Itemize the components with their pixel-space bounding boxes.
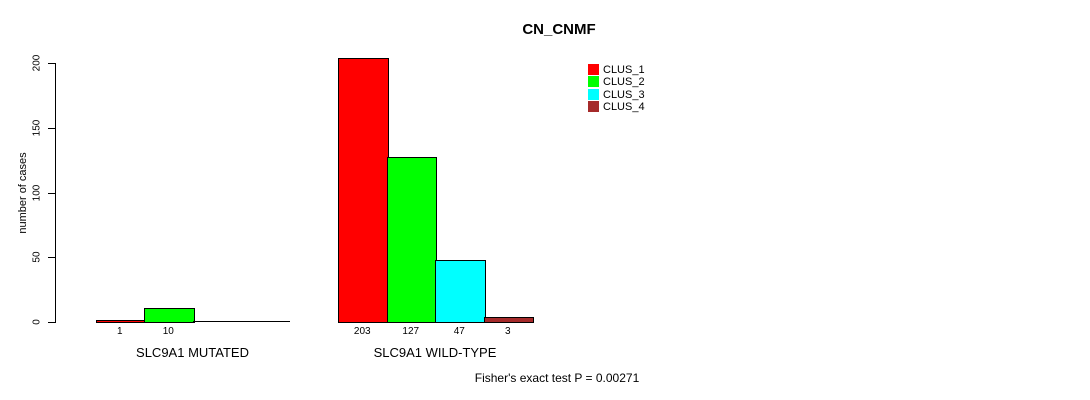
y-tick-mark [48, 322, 55, 323]
bar-clus_1-group1 [95, 319, 146, 323]
legend-label: CLUS_4 [603, 101, 645, 114]
legend-label: CLUS_3 [603, 88, 645, 101]
chart-title: CN_CNMF [522, 21, 596, 38]
y-axis-line [55, 63, 56, 323]
bar-clus_4-group1 [241, 321, 290, 322]
bar-clus_3-group2 [435, 260, 486, 323]
legend-swatch-icon [588, 64, 599, 75]
bar-clus_3-group1 [192, 321, 241, 322]
legend-label: CLUS_2 [603, 76, 645, 89]
y-tick-label: 0 [31, 319, 43, 325]
bar-count-label: 1 [116, 326, 123, 337]
bar-count-label: 127 [402, 326, 420, 337]
y-tick-mark [48, 63, 55, 64]
y-tick-mark [48, 257, 55, 259]
legend-label: CLUS_1 [603, 64, 645, 76]
legend-swatch-icon [588, 88, 599, 100]
y-tick-label: 50 [31, 251, 43, 263]
y-tick-mark [48, 192, 55, 194]
y-tick-label: 200 [31, 54, 43, 72]
bar-clus_2-group1 [144, 308, 195, 323]
category-label-mutated: SLC9A1 MUTATED [136, 345, 249, 360]
bar-count-label: 10 [162, 326, 174, 337]
bar-clus_1-group2 [338, 58, 389, 323]
y-axis-title: number of cases [17, 152, 29, 234]
bar-clus_4-group2 [483, 317, 534, 323]
fisher-test-annotation: Fisher's exact test P = 0.00271 [474, 371, 640, 385]
bar-count-label: 203 [353, 326, 371, 337]
y-tick-mark [48, 127, 55, 129]
bar-count-label: 3 [504, 326, 511, 337]
legend-swatch-icon [588, 101, 599, 113]
y-tick-label: 150 [31, 119, 43, 137]
bar-count-label: 47 [453, 326, 465, 337]
category-label-wildtype: SLC9A1 WILD-TYPE [373, 345, 497, 360]
bar-clus_2-group2 [386, 156, 437, 323]
legend-swatch-icon [588, 76, 599, 88]
y-tick-label: 100 [31, 184, 43, 201]
